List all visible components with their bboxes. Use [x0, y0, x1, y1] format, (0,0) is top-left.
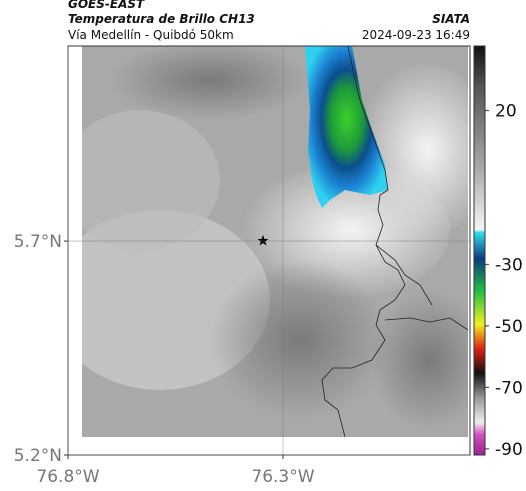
route: Vía Medellín - Quibdó 50km [68, 28, 234, 42]
colorbar-tick-label: -70 [495, 378, 523, 398]
colorbar-tick-label: 20 [495, 102, 517, 122]
colorbar-tick-label: -50 [495, 317, 523, 337]
location-marker [257, 235, 269, 246]
satellite-image [82, 46, 468, 437]
lon-tick-label: 76.8°W [36, 467, 99, 487]
lon-tick-label: 76.3°W [251, 467, 314, 487]
lat-tick-label: 5.2°N [14, 446, 62, 466]
source: SIATA [432, 12, 470, 26]
timestamp: 2024-09-23 16:49 [361, 28, 470, 42]
title: GOES-EAST [68, 0, 145, 11]
colorbar-tick-label: -30 [495, 255, 523, 275]
lat-tick-label: 5.7°N [14, 232, 62, 252]
subtitle: Temperatura de Brillo CH13 [68, 12, 255, 26]
colorbar [473, 45, 486, 456]
colorbar-tick-label: -90 [495, 440, 523, 460]
